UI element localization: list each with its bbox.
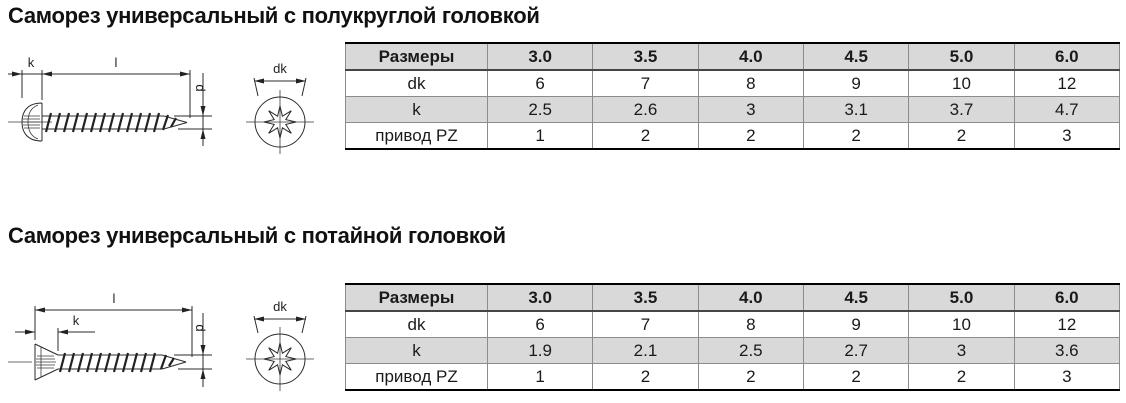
dim-label-d: d — [193, 84, 208, 91]
table-col-header: 4.0 — [697, 42, 804, 71]
table-col-header: 6.0 — [1013, 42, 1121, 71]
pozidriv-star — [263, 342, 297, 376]
cell-value: 2.6 — [592, 96, 699, 123]
cell-value: 2 — [697, 363, 804, 391]
table-row-k: k 1.9 2.1 2.5 2.7 3 3.6 — [345, 337, 1121, 364]
dimension-k: k — [15, 313, 95, 351]
table-row-drive-pz: привод PZ 1 2 2 2 2 3 — [345, 363, 1121, 391]
pozidriv-star — [263, 105, 297, 139]
pan-head-screw-drawing: k l d dk — [8, 55, 314, 154]
cell-value: 10 — [908, 310, 1015, 338]
cell-value: 2 — [908, 363, 1015, 391]
table-col-header: 5.0 — [908, 42, 1015, 71]
cell-value: 1.9 — [486, 337, 594, 364]
cell-value: 2.7 — [802, 337, 910, 364]
cell-value: 3.1 — [802, 96, 910, 123]
cell-value: 6 — [486, 69, 594, 97]
dim-label-d: d — [193, 324, 208, 331]
cell-value: 3.6 — [1013, 337, 1121, 364]
table-col-header: 6.0 — [1013, 283, 1121, 312]
cell-value: 1 — [486, 122, 594, 150]
cell-value: 2 — [592, 122, 699, 150]
dim-label-k: k — [28, 55, 35, 70]
row-label: привод PZ — [345, 363, 488, 391]
table-row-dk: dk 6 7 8 9 10 12 — [345, 69, 1121, 97]
table-row-drive-pz: привод PZ 1 2 2 2 2 3 — [345, 122, 1121, 150]
cell-value: 2.1 — [592, 337, 699, 364]
table-row-k: k 2.5 2.6 3 3.1 3.7 4.7 — [345, 96, 1121, 123]
cell-value: 9 — [802, 310, 910, 338]
cell-value: 12 — [1013, 69, 1121, 97]
cell-value: 10 — [908, 69, 1015, 97]
dim-label-dk: dk — [273, 61, 287, 76]
table-col-header: 4.5 — [802, 283, 910, 312]
table-col-header: 4.5 — [802, 42, 910, 71]
cell-value: 3 — [697, 96, 804, 123]
cell-value: 2 — [802, 363, 910, 391]
cell-value: 9 — [802, 69, 910, 97]
table-col-header: 3.0 — [486, 283, 594, 312]
table-col-header: 3.0 — [486, 42, 594, 71]
section-title-countersunk: Саморез универсальный с потайной головко… — [8, 223, 506, 248]
dim-label-k: k — [73, 313, 80, 328]
table-header-row: Размеры 3.0 3.5 4.0 4.5 5.0 6.0 — [345, 283, 1121, 312]
thread-teeth — [58, 352, 175, 373]
dim-label-l: l — [115, 55, 118, 70]
cell-value: 8 — [697, 69, 804, 97]
cell-value: 3 — [1013, 122, 1121, 150]
cell-value: 2.5 — [486, 96, 594, 123]
row-label: k — [345, 337, 488, 364]
dimension-d: d — [174, 313, 212, 387]
pz-recess-front-view: dk — [246, 299, 314, 391]
table-header-row: Размеры 3.0 3.5 4.0 4.5 5.0 6.0 — [345, 42, 1121, 71]
dimension-k: k — [8, 55, 190, 100]
screw-side-view — [8, 102, 188, 142]
cell-value: 7 — [592, 310, 699, 338]
table-col-header: 3.5 — [592, 42, 699, 71]
row-label: привод PZ — [345, 122, 488, 150]
cell-value: 7 — [592, 69, 699, 97]
pan-head-dimensions-table: Размеры 3.0 3.5 4.0 4.5 5.0 6.0 dk 6 7 8… — [345, 42, 1121, 150]
recess-hatch — [23, 115, 40, 129]
cell-value: 4.7 — [1013, 96, 1121, 123]
row-label: dk — [345, 69, 488, 97]
cell-value: 2 — [592, 363, 699, 391]
pz-recess-front-view: dk — [246, 61, 314, 154]
dimension-l: l — [115, 55, 191, 118]
table-col-header: Размеры — [345, 283, 488, 312]
table-row-dk: dk 6 7 8 9 10 12 — [345, 310, 1121, 338]
table-col-header: 5.0 — [908, 283, 1015, 312]
recess-hatch — [36, 355, 56, 369]
cell-value: 6 — [486, 310, 594, 338]
cell-value: 1 — [486, 363, 594, 391]
dimension-d: d — [174, 73, 212, 146]
row-label: k — [345, 96, 488, 123]
row-label: dk — [345, 310, 488, 338]
countersunk-screw-drawing: l k d dk — [8, 291, 314, 391]
cell-value: 2.5 — [697, 337, 804, 364]
thread-teeth — [44, 112, 177, 133]
screw-side-view — [8, 343, 187, 381]
cell-value: 3 — [1013, 363, 1121, 391]
cell-value: 2 — [908, 122, 1015, 150]
dim-label-dk: dk — [273, 299, 287, 314]
section-title-pan-head: Саморез универсальный с полукруглой голо… — [8, 3, 540, 28]
dim-label-l: l — [113, 291, 116, 306]
cell-value: 8 — [697, 310, 804, 338]
dimension-l: l — [34, 291, 193, 357]
table-col-header: Размеры — [345, 42, 488, 71]
cell-value: 12 — [1013, 310, 1121, 338]
cell-value: 3.7 — [908, 96, 1015, 123]
cell-value: 3 — [908, 337, 1015, 364]
cell-value: 2 — [802, 122, 910, 150]
countersunk-dimensions-table: Размеры 3.0 3.5 4.0 4.5 5.0 6.0 dk 6 7 8… — [345, 283, 1121, 391]
table-col-header: 3.5 — [592, 283, 699, 312]
table-col-header: 4.0 — [697, 283, 804, 312]
cell-value: 2 — [697, 122, 804, 150]
